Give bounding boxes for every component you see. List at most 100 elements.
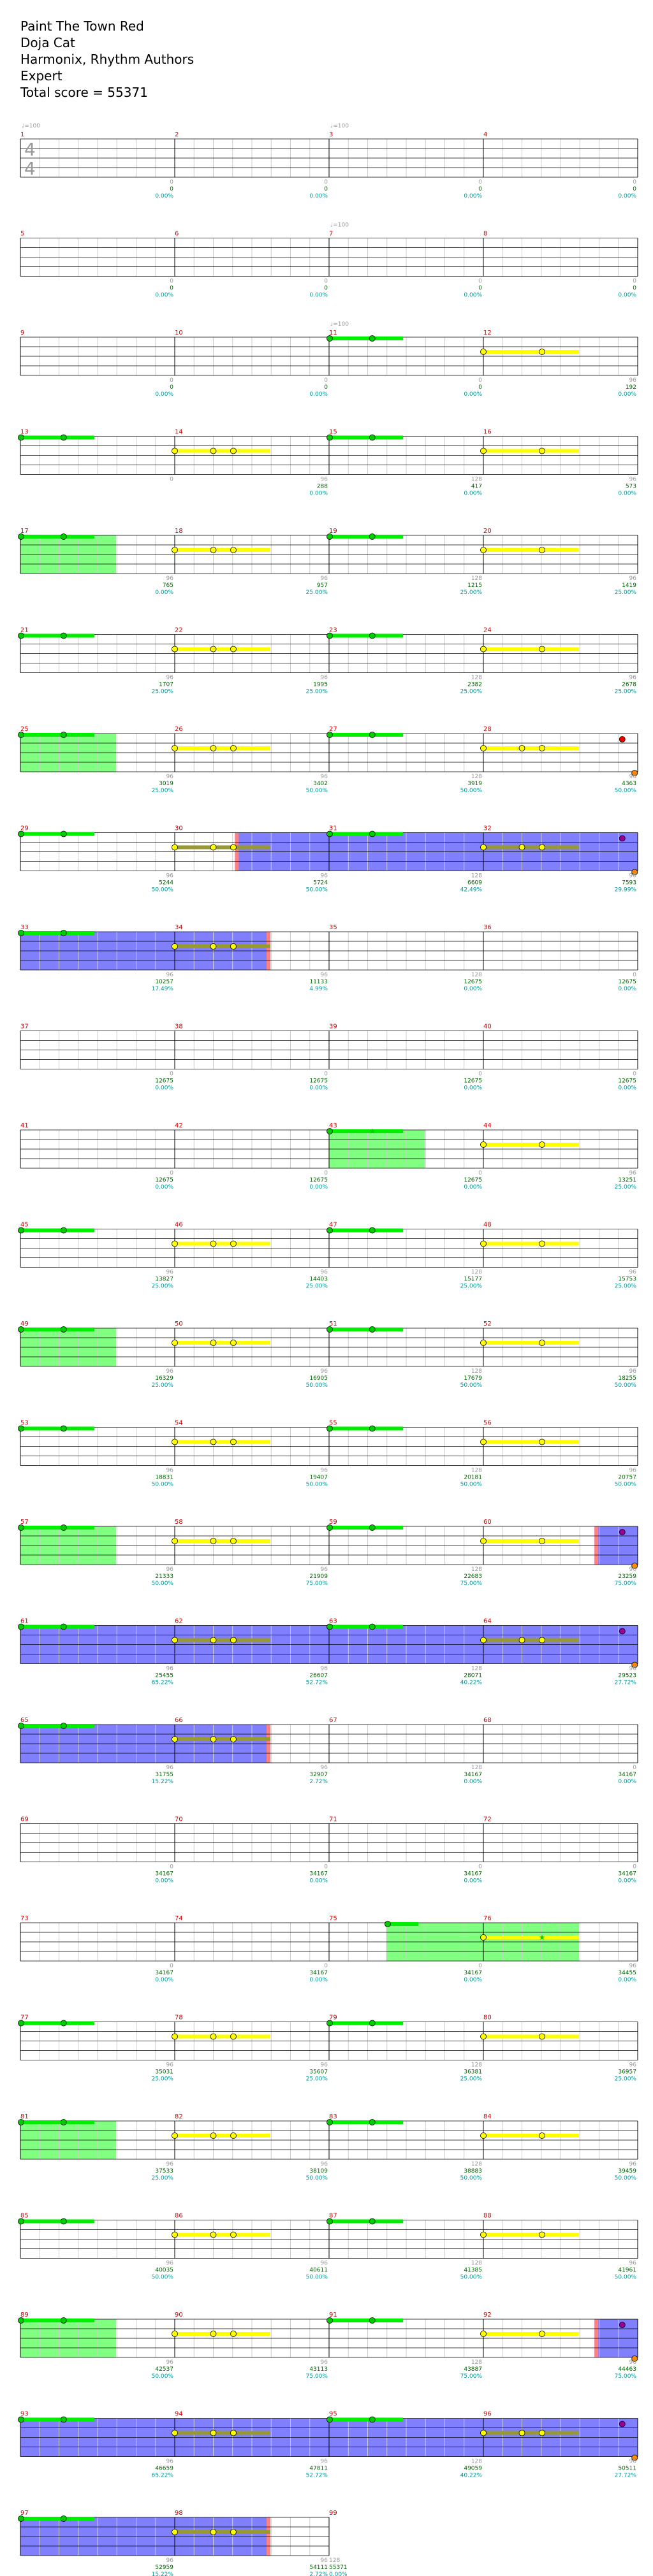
measure-number: 38: [175, 1024, 183, 1031]
measure-number: 66: [175, 1717, 183, 1724]
yellow-note: [480, 1538, 487, 1544]
measure-number: 78: [175, 2015, 183, 2022]
overdrive-percent: 50.00%: [615, 2275, 637, 2281]
overdrive-percent: 40.22%: [460, 2473, 483, 2479]
overdrive-percent: 75.00%: [460, 1581, 483, 1587]
measure-number: 42: [175, 1122, 183, 1129]
measure-number: 58: [175, 1519, 183, 1526]
beat-value: 96: [321, 2062, 328, 2069]
green-note: [369, 732, 376, 738]
overdrive-percent: 50.00%: [460, 2175, 483, 2182]
yellow-note: [172, 2529, 178, 2535]
overdrive-percent: 25.00%: [615, 1284, 637, 1290]
tempo-marker: ♩=100: [330, 123, 349, 129]
yellow-note: [172, 447, 178, 454]
measure-number: 65: [20, 1717, 29, 1724]
green-note: [369, 2416, 376, 2423]
measure-number: 89: [20, 2312, 29, 2319]
measure-score: 1215: [467, 582, 482, 589]
purple-note: [619, 2420, 626, 2428]
measure-score: 34167: [309, 1970, 328, 1976]
green-note: [18, 1425, 24, 1432]
measure-number: 52: [483, 1321, 492, 1328]
green-note: [18, 1326, 24, 1333]
overdrive-percent: 50.00%: [460, 1382, 483, 1389]
measure-number: 67: [329, 1717, 337, 1724]
measure-score: 0: [324, 186, 328, 192]
measure-score: 0: [478, 286, 482, 292]
yellow-sustain: [175, 647, 271, 651]
beat-value: 0: [324, 1170, 328, 1176]
beat-value: 96: [166, 2459, 174, 2465]
measure-number: 3: [329, 131, 333, 138]
measure-score: 34167: [618, 1772, 636, 1778]
overdrive-percent: 0.00%: [309, 391, 328, 398]
measure-score: 42537: [155, 2366, 173, 2373]
beat-value: 0: [324, 377, 328, 384]
measure-score: 31755: [155, 1772, 173, 1778]
yellow-note: [172, 943, 178, 950]
overdrive-percent: 0.00%: [618, 193, 636, 199]
yellow-note: [230, 1538, 237, 1544]
yellow-note: [230, 1736, 237, 1742]
green-note: [18, 930, 24, 936]
yellow-note: [210, 1240, 217, 1247]
green-sustain: [372, 535, 404, 539]
measure-score: 12675: [309, 1177, 328, 1183]
green-note: [369, 1524, 376, 1531]
measure-number: 95: [329, 2411, 337, 2418]
measure-score: 29523: [618, 1673, 636, 1679]
beat-value: 0: [633, 1864, 636, 1870]
yellow-sustain: [483, 1143, 580, 1147]
beat-value: 96: [629, 1368, 637, 1375]
measure-number: 11: [329, 329, 337, 336]
green-note: [18, 533, 24, 540]
green-sustain: [20, 2417, 64, 2422]
measure-score: 10257: [155, 979, 173, 985]
measure-number: 73: [20, 1915, 29, 1922]
overdrive-percent: 25.00%: [306, 590, 328, 596]
measure-score: 12675: [464, 1078, 482, 1085]
measure-score: 0: [324, 286, 328, 292]
yellow-note: [480, 646, 487, 653]
yellow-sustain: [483, 449, 580, 453]
green-note: [18, 1623, 24, 1630]
yellow-sustain: [175, 449, 271, 453]
measure-score: 35607: [309, 2069, 328, 2076]
beat-value: 96: [629, 477, 637, 483]
measure-score: 22683: [464, 1574, 482, 1580]
measure-score: 34167: [464, 1772, 482, 1778]
beat-value: 96: [321, 1765, 328, 1771]
measure-score: 20181: [464, 1475, 482, 1481]
green-note: [18, 632, 24, 639]
beat-value: 96: [629, 575, 637, 582]
green-sustain: [329, 2319, 372, 2322]
beat-value: 128: [471, 1765, 482, 1771]
measure-number: 43: [329, 1122, 337, 1129]
measure-score: 40611: [309, 2268, 328, 2274]
measure-score: 11133: [309, 979, 328, 985]
yellow-sustain: [483, 2134, 580, 2138]
measure-number: 10: [175, 329, 183, 336]
yellow-note: [480, 2033, 487, 2040]
green-note: [326, 732, 333, 738]
yellow-note: [172, 2331, 178, 2337]
overdrive-percent: 0.00%: [309, 193, 328, 199]
measure-score: 3019: [159, 781, 173, 787]
measure-score: 17679: [464, 1375, 482, 1382]
measure-score: 16329: [155, 1375, 173, 1382]
measure-score: 37533: [155, 2168, 173, 2174]
measure-number: 28: [483, 726, 492, 733]
overdrive-percent: 75.00%: [306, 1581, 328, 1587]
green-sustain: [329, 2120, 372, 2124]
green-note: [326, 2020, 333, 2027]
green-sustain: [372, 1426, 404, 1431]
beat-value: 96: [166, 873, 174, 879]
yellow-sustain: [483, 845, 580, 850]
beat-value: 96: [321, 2161, 328, 2167]
overdrive-percent: 75.00%: [306, 2373, 328, 2380]
measure-score: 3919: [467, 781, 482, 787]
beat-value: 0: [478, 1170, 482, 1176]
beat-value: 96: [321, 575, 328, 582]
yellow-note: [172, 2132, 178, 2139]
